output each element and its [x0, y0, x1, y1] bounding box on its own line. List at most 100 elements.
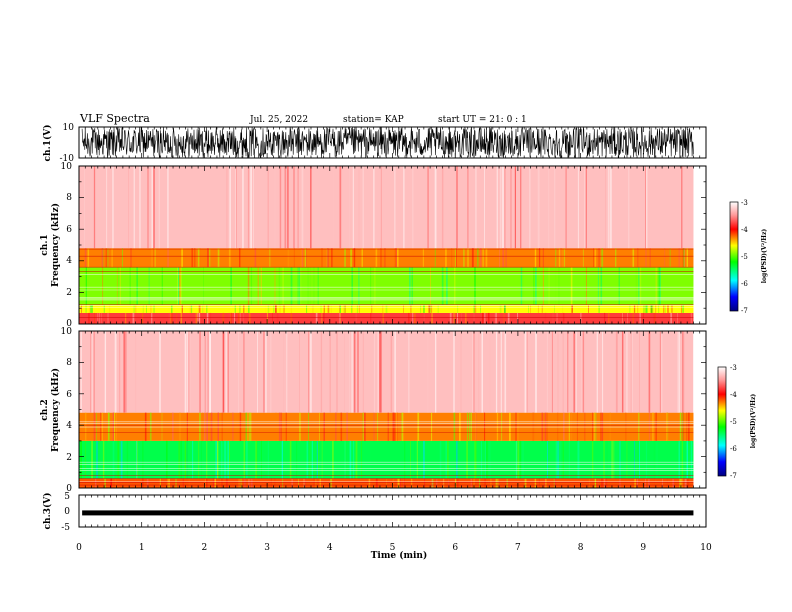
ch1-spec-speckle	[643, 305, 646, 313]
ch2-spec-speckle	[298, 478, 299, 488]
ch1-spec-speckle	[530, 305, 531, 313]
ch1-spec-speckle	[474, 267, 476, 305]
ch1-spec-speckle	[485, 248, 488, 268]
ch2-spec-speckle	[427, 331, 429, 413]
ch2-spec-speckle	[515, 440, 517, 479]
ch1-spec-speckle	[267, 166, 269, 249]
ch1-spec-speckle	[649, 248, 651, 268]
ch1-spec-speckle	[410, 305, 412, 313]
ch1-spec-speckle	[403, 166, 405, 249]
ch1-spec-speckle	[555, 248, 557, 268]
ch2-spec-speckle	[322, 478, 324, 488]
ch1-spec-speckle	[434, 248, 436, 268]
ch1-spec-speckle	[321, 305, 323, 313]
ch2-spec-speckle	[246, 440, 248, 479]
ch2-spec-speckle	[475, 412, 477, 441]
ch1-spec-speckle	[351, 305, 353, 313]
ch1-spec-speckle	[671, 305, 673, 313]
ch2-spec-speckle	[625, 412, 627, 441]
ch1-spec-speckle	[130, 248, 132, 268]
ch1-spec-speckle	[585, 267, 587, 305]
ch2-spec-speckle	[553, 478, 555, 488]
ch2-spec-speckle	[378, 331, 380, 413]
ch2-spec-speckle	[175, 478, 177, 488]
ch1-spec-speckle	[266, 312, 268, 324]
ch1-spec-speckle	[651, 305, 654, 313]
ch1-spec-speckle	[639, 267, 642, 305]
ch2-spec-speckle	[500, 331, 502, 413]
ch2-spec-speckle	[631, 331, 633, 413]
ch2-spec-speckle	[693, 331, 694, 413]
ch1-spec-speckle	[380, 248, 382, 268]
ch2-spec-speckle	[639, 440, 640, 479]
ch2-spec-speckle	[199, 412, 201, 441]
ch1-spec-speckle	[541, 305, 543, 313]
ch2-spec-speckle	[239, 412, 241, 441]
ch2-spec-speckle	[602, 331, 604, 413]
ch2-spec-speckle	[485, 440, 487, 479]
ch1-spec-speckle	[171, 312, 173, 324]
ch1-spec-speckle	[598, 248, 600, 268]
ch1-spec-speckle	[116, 267, 118, 305]
ch1-spec-speckle	[167, 166, 169, 249]
ch2-spec-speckle	[184, 331, 187, 413]
ch1-spec-speckle	[686, 248, 688, 268]
ch1-spec-speckle	[562, 312, 564, 324]
ch2-spec-speckle	[445, 440, 447, 479]
ch2-spec-speckle	[264, 331, 266, 413]
ch1-spec-speckle	[181, 305, 183, 313]
ch1-spec-speckle	[171, 305, 173, 313]
ch2-spec-speckle	[457, 478, 459, 488]
ch1-spec-speckle	[246, 305, 248, 313]
ch2-spec-speckle	[613, 440, 615, 479]
ch1-colorbar: -3 -4 -5 -6 -7 log(PSD)(V²/Hz)	[729, 199, 768, 315]
ch1-spec-speckle	[228, 248, 231, 268]
ch1-spec-speckle	[434, 166, 437, 249]
ch1-spec-speckle	[356, 305, 358, 313]
ch2-spec-speckle	[320, 331, 323, 413]
ch2-spec-speckle	[286, 331, 288, 413]
ch1-spec-speckle	[362, 166, 364, 249]
ch2-spec-speckle	[443, 478, 445, 488]
ch1-spec-speckle	[315, 312, 318, 324]
ch1-spec-speckle	[209, 248, 211, 268]
ch1-spec-speckle	[207, 248, 209, 268]
ch2-spec-speckle	[546, 331, 548, 413]
ch1-spec-speckle	[604, 312, 606, 324]
ch2-spec-speckle	[225, 331, 227, 413]
ch3-waveform-trace	[82, 510, 694, 516]
ch1-spec-speckle	[535, 267, 537, 305]
ch2-spec-speckle	[448, 478, 449, 488]
ch1-spec-speckle	[155, 305, 157, 313]
ch2-spec-speckle	[600, 412, 602, 441]
ch2-spec-speckle	[392, 412, 394, 441]
ch1-spec-speckle	[290, 312, 293, 324]
ch2-colorbar: -3 -4 -5 -6 -7 log(PSD)(V²/Hz)	[717, 364, 757, 480]
ch2-spec-speckle	[364, 412, 366, 441]
x-tick-label: 2	[202, 543, 208, 553]
ch2-spec-band-1	[79, 440, 694, 479]
ch2-spec-speckle	[349, 331, 350, 413]
ch2-spec-speckle	[611, 440, 613, 479]
ch1-spec-speckle	[455, 248, 457, 268]
ch1-spec-speckle	[456, 166, 458, 249]
figure-title: VLF Spectra	[79, 112, 150, 125]
ch1-spec-speckle	[355, 312, 358, 324]
ch1-spec-speckle	[658, 305, 659, 313]
ch2-spec-speckle	[283, 331, 285, 413]
ch1-spec-speckle	[234, 305, 236, 313]
ch1-spec-speckle	[502, 166, 503, 249]
ch1-spec-speckle	[88, 312, 90, 324]
ch1-spec-speckle	[563, 312, 565, 324]
ch2-spec-speckle	[250, 478, 253, 488]
ch2-spec-speckle	[113, 412, 114, 441]
ch1-spec-speckle	[597, 267, 599, 305]
ch1-spec-speckle	[605, 166, 607, 249]
ch2-spec-speckle	[135, 331, 137, 413]
ch2-spec-speckle	[566, 331, 569, 413]
ch2-spec-speckle	[308, 331, 310, 413]
ch1-spec-speckle	[645, 305, 648, 313]
ch1-spec-speckle	[239, 305, 241, 313]
ch2-spec-speckle	[357, 331, 359, 413]
ch2-spec-speckle	[377, 331, 379, 413]
